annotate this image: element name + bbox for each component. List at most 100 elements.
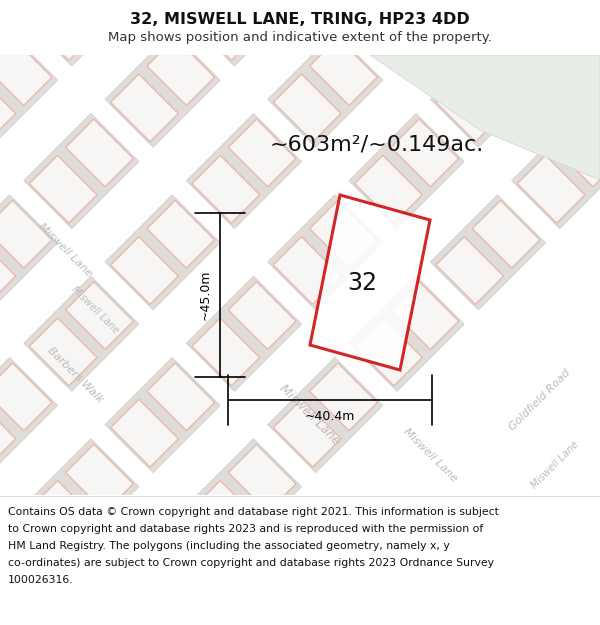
Polygon shape <box>349 0 464 66</box>
Polygon shape <box>29 318 97 386</box>
Polygon shape <box>23 439 139 554</box>
Polygon shape <box>310 38 377 106</box>
Polygon shape <box>65 444 133 512</box>
Polygon shape <box>310 195 430 370</box>
Polygon shape <box>228 0 296 24</box>
Polygon shape <box>391 119 458 187</box>
Polygon shape <box>65 119 133 187</box>
Polygon shape <box>349 276 464 391</box>
Polygon shape <box>0 237 16 304</box>
Text: Miswell Lane: Miswell Lane <box>401 426 459 484</box>
Polygon shape <box>517 0 585 61</box>
Polygon shape <box>370 55 600 180</box>
Polygon shape <box>0 201 52 268</box>
Polygon shape <box>228 119 296 187</box>
Polygon shape <box>105 520 220 625</box>
Polygon shape <box>0 526 52 593</box>
Polygon shape <box>430 195 545 310</box>
Polygon shape <box>355 156 422 223</box>
Polygon shape <box>391 282 458 349</box>
Polygon shape <box>110 74 178 142</box>
Polygon shape <box>310 363 377 431</box>
Polygon shape <box>268 32 383 148</box>
Text: ~603m²/~0.149ac.: ~603m²/~0.149ac. <box>270 135 484 155</box>
Text: Goldfield Road: Goldfield Road <box>508 368 572 432</box>
Polygon shape <box>0 74 16 142</box>
Polygon shape <box>0 399 16 467</box>
Polygon shape <box>110 562 178 625</box>
Polygon shape <box>192 481 260 548</box>
Polygon shape <box>274 237 341 304</box>
Polygon shape <box>65 0 133 24</box>
Text: to Crown copyright and database rights 2023 and is reproduced with the permissio: to Crown copyright and database rights 2… <box>8 524 483 534</box>
Polygon shape <box>29 0 97 61</box>
Text: Map shows position and indicative extent of the property.: Map shows position and indicative extent… <box>108 31 492 44</box>
Polygon shape <box>147 363 215 431</box>
Polygon shape <box>147 38 215 106</box>
Text: 32, MISWELL LANE, TRING, HP23 4DD: 32, MISWELL LANE, TRING, HP23 4DD <box>130 11 470 26</box>
Text: co-ordinates) are subject to Crown copyright and database rights 2023 Ordnance S: co-ordinates) are subject to Crown copyr… <box>8 558 494 568</box>
Polygon shape <box>0 38 52 106</box>
Polygon shape <box>0 363 52 431</box>
Polygon shape <box>310 201 377 268</box>
Polygon shape <box>0 32 58 148</box>
Polygon shape <box>187 113 302 229</box>
Polygon shape <box>187 0 302 66</box>
Polygon shape <box>105 32 220 148</box>
Polygon shape <box>355 0 422 61</box>
Text: HM Land Registry. The polygons (including the associated geometry, namely x, y: HM Land Registry. The polygons (includin… <box>8 541 450 551</box>
Polygon shape <box>268 357 383 472</box>
Polygon shape <box>554 0 600 24</box>
Text: 32: 32 <box>347 271 377 294</box>
Polygon shape <box>23 0 139 66</box>
Polygon shape <box>512 0 600 66</box>
Polygon shape <box>472 38 540 106</box>
Polygon shape <box>268 195 383 310</box>
Text: Miswell Lane: Miswell Lane <box>529 439 581 491</box>
Polygon shape <box>29 481 97 548</box>
Polygon shape <box>349 113 464 229</box>
Polygon shape <box>274 74 341 142</box>
Polygon shape <box>512 113 600 229</box>
Text: Barbers Walk: Barbers Walk <box>46 346 104 404</box>
Polygon shape <box>23 113 139 229</box>
Polygon shape <box>29 156 97 223</box>
Polygon shape <box>593 32 600 148</box>
Polygon shape <box>436 74 503 142</box>
Polygon shape <box>105 357 220 472</box>
Polygon shape <box>192 0 260 61</box>
Polygon shape <box>355 318 422 386</box>
Polygon shape <box>0 562 16 625</box>
Polygon shape <box>105 195 220 310</box>
Text: Contains OS data © Crown copyright and database right 2021. This information is : Contains OS data © Crown copyright and d… <box>8 507 499 517</box>
Polygon shape <box>0 195 58 310</box>
Polygon shape <box>274 399 341 467</box>
Text: 100026316.: 100026316. <box>8 575 74 585</box>
Polygon shape <box>187 439 302 554</box>
Polygon shape <box>472 201 540 268</box>
Polygon shape <box>187 276 302 391</box>
Text: Miswell Lane: Miswell Lane <box>70 284 121 336</box>
Polygon shape <box>110 237 178 304</box>
Polygon shape <box>436 237 503 304</box>
Polygon shape <box>147 526 215 593</box>
Polygon shape <box>391 0 458 24</box>
Polygon shape <box>110 399 178 467</box>
Polygon shape <box>0 357 58 472</box>
Text: ~45.0m: ~45.0m <box>199 270 212 320</box>
Text: Miswell Lane: Miswell Lane <box>36 221 94 279</box>
Polygon shape <box>65 607 133 625</box>
Polygon shape <box>0 520 58 625</box>
Polygon shape <box>192 318 260 386</box>
Polygon shape <box>228 444 296 512</box>
Polygon shape <box>599 74 600 142</box>
Text: Miswell Lane: Miswell Lane <box>277 382 343 448</box>
Polygon shape <box>430 32 545 148</box>
Polygon shape <box>192 156 260 223</box>
Polygon shape <box>23 276 139 391</box>
Polygon shape <box>228 282 296 349</box>
Polygon shape <box>517 156 585 223</box>
Polygon shape <box>147 201 215 268</box>
Polygon shape <box>554 119 600 187</box>
Polygon shape <box>23 601 139 625</box>
